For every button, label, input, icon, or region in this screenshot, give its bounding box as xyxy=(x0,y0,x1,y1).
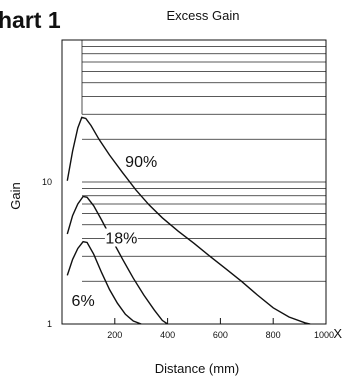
x-tick-label: 200 xyxy=(107,330,122,340)
y-tick-label: 10 xyxy=(42,177,52,187)
x-tick-label: 600 xyxy=(213,330,228,340)
series-line-1 xyxy=(66,116,311,325)
series-label-3: 6% xyxy=(72,293,95,310)
chart-title: Excess Gain xyxy=(167,8,240,23)
series-label-1: 90% xyxy=(125,154,157,171)
heading-text: hart 1 xyxy=(0,7,61,33)
y-axis-label: Gain xyxy=(8,182,23,209)
series-line-3 xyxy=(66,240,142,325)
x-tick-label: 1000 xyxy=(314,330,334,340)
x-tick-label: 800 xyxy=(266,330,281,340)
y-axis-ticks: 1 10 xyxy=(42,177,52,329)
x-unit-marker: X xyxy=(333,326,342,341)
series-label-bg xyxy=(104,228,138,247)
series-curves xyxy=(66,116,311,325)
x-tick-label: 400 xyxy=(160,330,175,340)
x-axis-ticks: 200 400 600 800 1000 xyxy=(107,318,334,340)
series-labels: 90% 18% 6% xyxy=(71,152,158,310)
series-label-bg xyxy=(124,152,158,171)
series-label-bg xyxy=(71,291,96,310)
plot-frame xyxy=(61,39,327,325)
grid-lines xyxy=(81,40,326,282)
x-axis-label: Distance (mm) xyxy=(155,361,240,376)
y-tick-label: 1 xyxy=(47,319,52,329)
series-label-2: 18% xyxy=(105,231,137,248)
